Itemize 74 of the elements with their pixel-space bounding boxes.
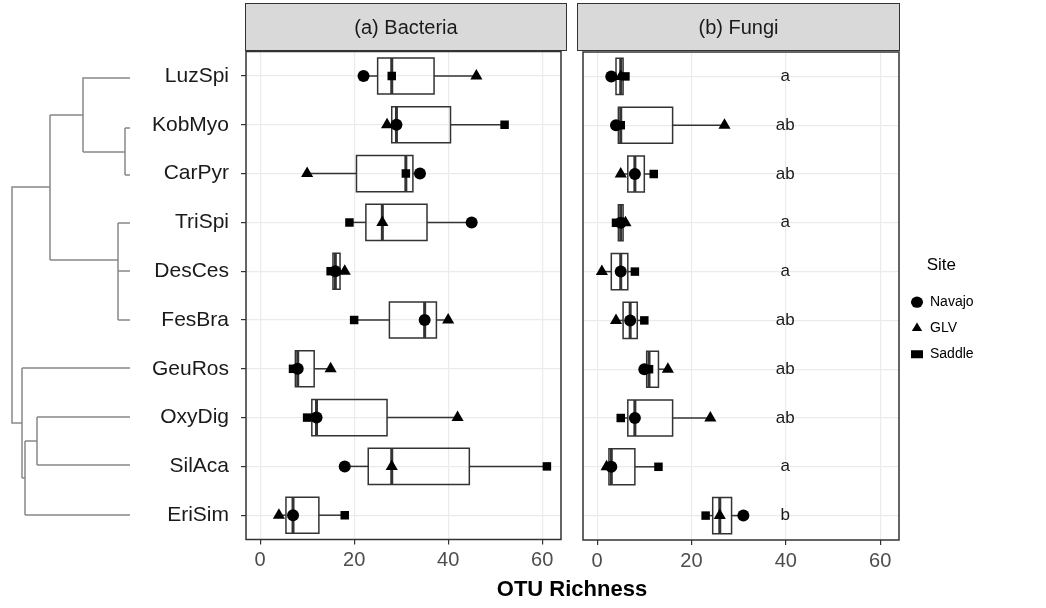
point [272, 508, 285, 520]
point [385, 459, 398, 471]
point [329, 265, 342, 278]
point [451, 410, 464, 422]
annotation: b [780, 505, 790, 525]
y-tick-label: SilAca [169, 453, 230, 477]
point [442, 313, 455, 324]
point [302, 413, 312, 423]
point [287, 509, 300, 522]
y-tick-label: DesCes [154, 258, 229, 282]
x-tick-label: 60 [869, 548, 892, 571]
y-tick-label: FesBra [161, 307, 230, 331]
annotation: a [780, 261, 791, 281]
point [595, 264, 608, 276]
point [401, 169, 411, 179]
point [500, 120, 509, 130]
point [718, 118, 731, 129]
point [413, 167, 426, 180]
point [357, 70, 370, 83]
point [701, 511, 710, 520]
point [301, 166, 314, 178]
x-tick-label: 20 [680, 548, 703, 571]
point [470, 69, 483, 80]
point [654, 462, 663, 472]
annotation: a [780, 66, 791, 86]
chart-title: (b) Fungi [577, 3, 900, 51]
x-tick-label: 0 [254, 548, 266, 571]
legend-label: Saddle [930, 345, 974, 362]
annotation: ab [775, 407, 795, 427]
y-tick-label: OxyDig [160, 404, 229, 428]
point [609, 313, 623, 324]
legend-label: Navajo [930, 293, 974, 310]
point [338, 460, 351, 473]
point [542, 462, 552, 472]
point [376, 215, 389, 227]
legend-title: Site [926, 254, 956, 274]
point [324, 362, 337, 373]
point [661, 362, 674, 373]
legend-label: GLV [930, 319, 958, 336]
annotation: ab [775, 310, 795, 330]
point [340, 511, 349, 520]
x-tick-label: 20 [343, 548, 366, 571]
annotation: a [780, 456, 791, 476]
point [630, 267, 640, 276]
y-tick-label: CarPyr [163, 160, 229, 184]
x-tick-label: 0 [591, 548, 603, 571]
x-tick-label: 40 [437, 548, 460, 571]
point [704, 411, 717, 422]
point [616, 413, 625, 423]
point [737, 509, 750, 522]
annotation: ab [775, 358, 795, 378]
point [345, 218, 354, 228]
y-tick-label: KobMyo [151, 111, 229, 135]
annotation: a [780, 212, 791, 232]
y-tick-label: GeuRos [151, 355, 229, 379]
annotation: ab [775, 163, 795, 183]
x-tick-label: 40 [774, 548, 797, 571]
annotation: ab [775, 114, 795, 134]
point [465, 216, 478, 229]
point [380, 118, 394, 129]
point [605, 70, 618, 83]
point [628, 412, 641, 424]
point [418, 314, 431, 327]
point [640, 316, 649, 325]
y-tick-label: LuzSpi [164, 63, 229, 87]
point [614, 167, 627, 178]
x-tick-label: 60 [531, 548, 554, 571]
x-axis-title: OTU Richness [495, 576, 649, 602]
y-tick-label: EriSim [167, 502, 229, 526]
point [605, 460, 618, 473]
point [310, 411, 323, 424]
y-tick-label: TriSpi [174, 209, 229, 233]
chart-title: (a) Bacteria [245, 3, 567, 51]
point [390, 119, 403, 132]
